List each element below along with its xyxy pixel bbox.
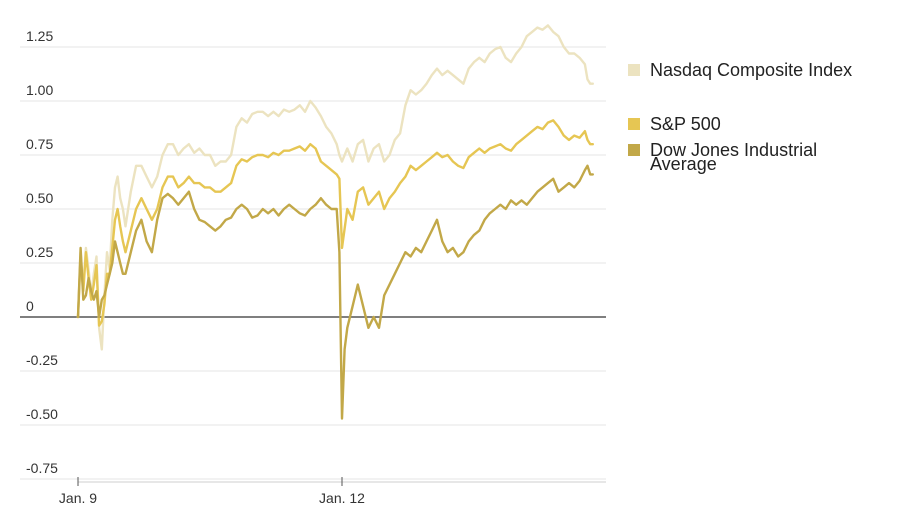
legend-label: Dow Jones Industrial Average	[650, 140, 817, 174]
legend-label: S&P 500	[650, 114, 721, 134]
y-tick-label: 0	[26, 298, 34, 314]
x-tick-label: Jan. 12	[319, 490, 365, 506]
y-tick-label: -0.50	[26, 406, 58, 422]
series-line-3	[76, 164, 594, 420]
legend-label: Nasdaq Composite Index	[650, 60, 852, 80]
y-tick-label: 1.00	[26, 82, 53, 98]
legend-swatch	[628, 64, 640, 76]
y-tick-label: 0.50	[26, 190, 53, 206]
y-tick-label: -0.75	[26, 460, 58, 476]
y-tick-label: 0.25	[26, 244, 53, 260]
y-tick-label: -0.25	[26, 352, 58, 368]
series-line-2	[76, 119, 594, 327]
legend-swatch	[628, 118, 640, 130]
series-line-1	[76, 24, 594, 351]
legend-swatch	[628, 144, 640, 156]
y-tick-label: 0.75	[26, 136, 53, 152]
y-tick-label: 1.25	[26, 28, 53, 44]
x-tick-label: Jan. 9	[59, 490, 97, 506]
